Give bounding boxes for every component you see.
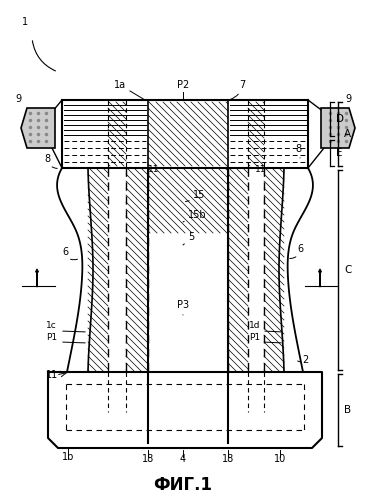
Text: 1d: 1d	[248, 321, 260, 330]
Text: 6: 6	[297, 244, 303, 254]
Text: 11: 11	[46, 370, 58, 380]
Text: I: I	[36, 279, 39, 289]
Text: 9: 9	[15, 94, 21, 104]
Text: C: C	[344, 265, 352, 275]
Text: 11: 11	[255, 165, 266, 174]
Text: D: D	[336, 114, 344, 124]
Polygon shape	[321, 108, 355, 148]
Text: A: A	[344, 129, 351, 139]
Text: 15b: 15b	[188, 210, 207, 220]
FancyArrow shape	[36, 269, 39, 287]
Text: 18: 18	[142, 454, 154, 464]
Text: 18: 18	[222, 454, 234, 464]
Text: P1: P1	[46, 333, 57, 342]
Text: 1: 1	[22, 17, 28, 27]
Text: 10: 10	[274, 454, 286, 464]
Text: E: E	[336, 148, 342, 158]
Text: 4: 4	[180, 454, 186, 464]
Text: 8: 8	[44, 154, 50, 164]
Text: P2: P2	[177, 80, 189, 90]
FancyArrow shape	[319, 269, 322, 287]
Text: B: B	[344, 405, 351, 415]
Text: 7: 7	[239, 80, 245, 90]
Text: 15: 15	[193, 190, 205, 200]
Text: 2: 2	[302, 355, 308, 365]
Text: 11: 11	[148, 165, 160, 174]
Text: 1a: 1a	[114, 80, 126, 90]
Text: P1: P1	[249, 333, 260, 342]
Text: 1b: 1b	[62, 452, 74, 462]
Text: 8: 8	[295, 144, 301, 154]
Polygon shape	[21, 108, 55, 148]
Text: 1c: 1c	[46, 321, 57, 330]
Text: 6: 6	[62, 247, 68, 257]
Text: 9: 9	[345, 94, 351, 104]
Text: I: I	[319, 279, 321, 289]
Text: P3: P3	[177, 300, 189, 310]
Text: ФИГ.1: ФИГ.1	[153, 476, 212, 494]
Text: 5: 5	[188, 232, 194, 242]
